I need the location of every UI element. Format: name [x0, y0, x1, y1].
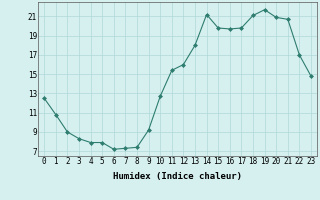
X-axis label: Humidex (Indice chaleur): Humidex (Indice chaleur)	[113, 172, 242, 181]
